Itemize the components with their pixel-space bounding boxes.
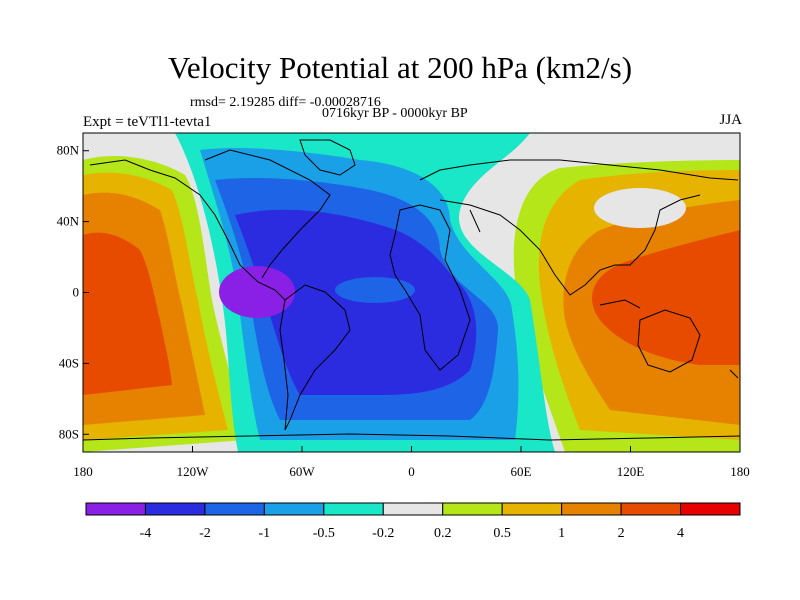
positive-lobe-west [83, 155, 245, 452]
colorbar-box [680, 502, 741, 516]
map-panel [83, 133, 740, 452]
colorbar-label: 0.2 [434, 526, 452, 541]
coastlines [83, 139, 740, 441]
period-label: 0716kyr BP - 0000kyr BP [322, 106, 468, 121]
colorbar-box [323, 502, 384, 516]
colorbar-label: 4 [677, 526, 684, 541]
lon-tick-label: 180 [730, 464, 750, 479]
colorbar-label: -1 [259, 526, 271, 541]
lon-tick-label: 60W [289, 464, 315, 479]
lat-tick-label: 0 [73, 285, 80, 300]
positive-lobe-east [513, 160, 740, 452]
colorbar-box [204, 502, 265, 516]
stats-label: rmsd= 2.19285 diff= -0.00028716 [190, 95, 381, 110]
lat-tick-label: 80S [59, 426, 79, 441]
lat-tick-label: 40N [57, 214, 80, 229]
colorbar-box [85, 502, 146, 516]
colorbar-label: -0.5 [313, 526, 335, 541]
colorbar-label: -4 [140, 526, 152, 541]
colorbar-label: 0.5 [493, 526, 511, 541]
plot-title: Velocity Potential at 200 hPa (km2/s) [167, 50, 633, 85]
lon-tick-label: 0 [408, 464, 415, 479]
lon-tick-label: 120W [177, 464, 210, 479]
lon-tick-label: 180 [73, 464, 93, 479]
colorbar-box [620, 502, 682, 516]
colorbar-label: -2 [199, 526, 211, 541]
colorbar-box [382, 502, 444, 516]
lat-tick-label: 80N [57, 143, 80, 158]
colorbar-box [263, 502, 325, 516]
season-label: JJA [719, 112, 742, 128]
lat-tick-label: 40S [59, 355, 79, 370]
lon-tick-label: 120E [617, 464, 645, 479]
lon-tick-label: 60E [511, 464, 532, 479]
map-axis-ticks: 80N 40N 0 40S 80S 180 120W 60W 0 60E 120E 180 [57, 143, 750, 479]
experiment-label: Expt = teVTl1-tevta1 [83, 114, 212, 130]
colorbar-box [501, 502, 563, 516]
colorbar-label: 1 [558, 526, 565, 541]
colorbar: -4 -2 -1 -0.5 -0.2 0.2 0.5 1 2 4 [85, 502, 741, 541]
colorbar-label: 2 [618, 526, 625, 541]
colorbar-label: -0.2 [372, 526, 394, 541]
negative-lobe [175, 133, 555, 452]
colorbar-box [144, 502, 206, 516]
colorbar-box [561, 502, 622, 516]
colorbar-box [442, 502, 503, 516]
